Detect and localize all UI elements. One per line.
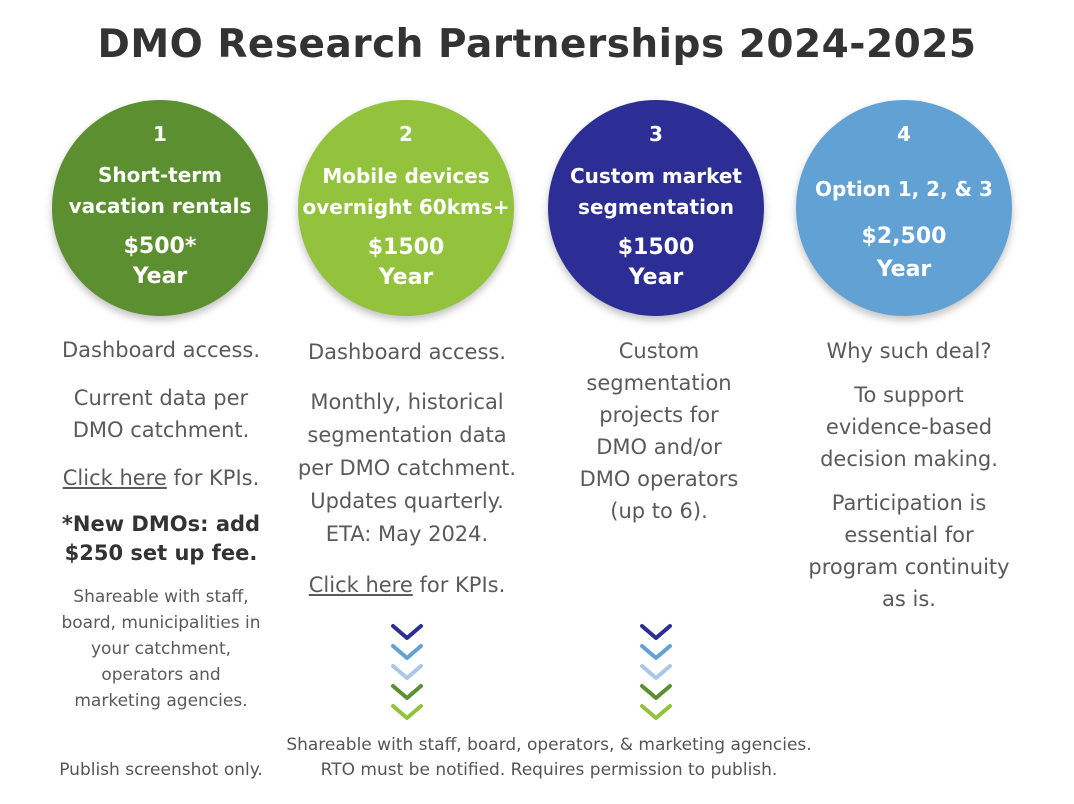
option-number: 4	[897, 122, 911, 146]
click-here-link[interactable]: Click here	[62, 466, 167, 490]
chevron-down-icon	[640, 664, 672, 680]
kpi-link-suffix: for KPIs.	[412, 573, 506, 597]
chevron-down-icon	[391, 704, 423, 720]
option-2-circle: 2 Mobile devices overnight 60kms+ $1500 …	[298, 100, 514, 316]
why-deal-text: Why such deal?	[826, 339, 992, 363]
option-period: Year	[132, 264, 188, 289]
kpi-link-line: Click here for KPIs.	[30, 462, 292, 494]
chevron-down-icon	[391, 644, 423, 660]
option-price: $1500	[617, 235, 695, 260]
current-data-line: Current data per	[73, 386, 249, 410]
chevron-down-icon	[640, 624, 672, 640]
shareable-line: operators and	[101, 665, 221, 685]
publish-permission-footer-line: RTO must be notified. Requires permissio…	[320, 760, 778, 780]
option-number: 1	[153, 122, 167, 146]
support-line: evidence-based	[825, 415, 993, 439]
custom-segmentation-line: DMO operators	[579, 467, 739, 491]
option-name-line: vacation rentals	[68, 194, 252, 218]
chevron-down-icon	[640, 644, 672, 660]
chevron-down-icon	[391, 664, 423, 680]
option-name-line: Short-term	[98, 163, 222, 187]
participation-line: program continuity	[808, 555, 1010, 579]
option-period: Year	[378, 265, 434, 290]
shareable-line: board, municipalities in	[61, 613, 261, 633]
chevron-down-stack-icon	[640, 624, 672, 720]
click-here-link[interactable]: Click here	[308, 573, 413, 597]
option-price: $1500	[367, 235, 445, 260]
option-price: $2,500	[861, 224, 947, 249]
custom-segmentation-line: DMO and/or	[596, 435, 722, 459]
page-title: DMO Research Partnerships 2024-2025	[97, 22, 977, 67]
shareable-line: marketing agencies.	[74, 691, 248, 711]
participation-line: Participation is	[831, 491, 987, 515]
option-number: 3	[649, 122, 663, 146]
custom-segmentation-line: projects for	[599, 403, 719, 427]
option-period: Year	[628, 265, 684, 290]
custom-segmentation-line: Custom	[618, 339, 700, 363]
option-period: Year	[876, 257, 932, 282]
option-name-line: Mobile devices	[322, 164, 490, 188]
option-price: $500*	[123, 234, 197, 259]
participation-line: as is.	[882, 587, 936, 611]
option-4-circle: 4 Option 1, 2, & 3 $2,500 Year	[796, 100, 1012, 316]
dashboard-access-text: Dashboard access.	[61, 338, 261, 362]
option-2-details: Dashboard access. Monthly, historical se…	[296, 336, 518, 601]
kpi-link-line: Click here for KPIs.	[296, 569, 518, 601]
monthly-data-line: Monthly, historical	[310, 390, 504, 414]
option-3-details: Custom segmentation projects for DMO and…	[546, 335, 772, 527]
option-3-circle: 3 Custom market segmentation $1500 Year	[548, 100, 764, 316]
shareable-line: your catchment,	[90, 639, 232, 659]
chevron-down-icon	[640, 684, 672, 700]
monthly-data-line: segmentation data	[307, 423, 507, 447]
chevron-down-stack-icon	[391, 624, 423, 720]
new-dmo-fee-line: *New DMOs: add	[61, 512, 261, 536]
current-data-line: DMO catchment.	[72, 418, 250, 442]
custom-segmentation-line: segmentation	[586, 371, 732, 395]
dashboard-access-text: Dashboard access.	[307, 340, 507, 364]
monthly-data-line: per DMO catchment.	[297, 456, 517, 480]
shareable-footer-line: Shareable with staff, board, operators, …	[286, 735, 812, 755]
option-4-details: Why such deal? To support evidence-based…	[788, 335, 1030, 615]
option-1-details: Dashboard access. Current data per DMO c…	[30, 334, 292, 714]
option-1-circle: 1 Short-term vacation rentals $500* Year	[52, 100, 268, 316]
shareable-line: Shareable with staff,	[73, 587, 249, 607]
option-name-line: Option 1, 2, & 3	[815, 177, 993, 201]
custom-segmentation-line: (up to 6).	[610, 499, 708, 523]
option-name-line: Custom market	[569, 164, 742, 188]
chevron-down-icon	[391, 684, 423, 700]
option-name-line: overnight 60kms+	[302, 195, 510, 219]
monthly-data-line: Updates quarterly.	[310, 489, 504, 513]
publish-screenshot-note: Publish screenshot only.	[59, 760, 263, 780]
participation-line: essential for	[844, 523, 974, 547]
chevron-down-icon	[391, 624, 423, 640]
new-dmo-fee-line: $250 set up fee.	[64, 541, 258, 565]
monthly-data-line: ETA: May 2024.	[325, 522, 489, 546]
option-name-line: segmentation	[578, 195, 734, 219]
support-line: decision making.	[820, 447, 998, 471]
support-line: To support	[854, 383, 964, 407]
kpi-link-suffix: for KPIs.	[166, 466, 260, 490]
option-number: 2	[399, 122, 413, 146]
chevron-down-icon	[640, 704, 672, 720]
